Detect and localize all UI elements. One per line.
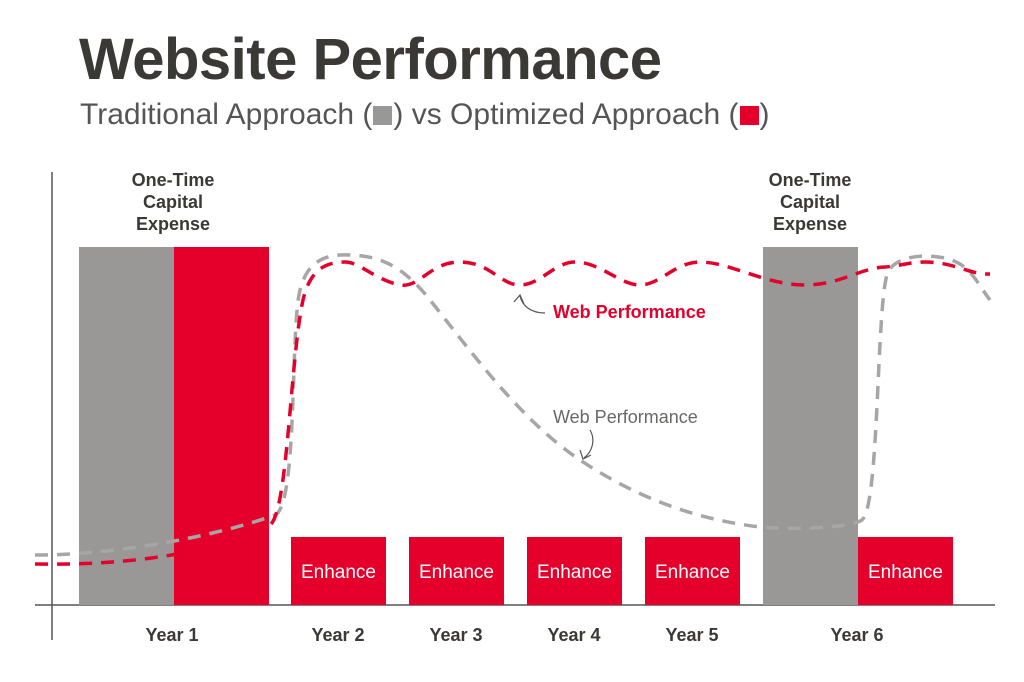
- chart-title: Website Performance: [79, 27, 662, 92]
- traditional-bar-year-6: [763, 247, 858, 605]
- optimized-line-pointer-head: [513, 293, 525, 305]
- optimized-bar-year-1: [174, 247, 269, 605]
- optimized-line-pointer: [519, 295, 546, 314]
- capital-expense-annotation: One-Time: [132, 170, 215, 190]
- enhance-label: Enhance: [868, 562, 943, 583]
- subtitle-part-2: ) vs Optimized Approach (: [393, 98, 739, 131]
- enhance-label: Enhance: [301, 562, 376, 583]
- enhance-label: Enhance: [419, 562, 494, 583]
- capital-expense-annotation: Capital: [780, 192, 840, 212]
- optimized-bar-year-5: [645, 536, 740, 605]
- x-tick-label: Year 1: [145, 625, 198, 645]
- capital-expense-annotation: Expense: [136, 214, 210, 234]
- optimized-bar-year-3: [409, 536, 504, 605]
- x-tick-label: Year 2: [311, 625, 364, 645]
- chart-subtitle: Traditional Approach ( ) vs Optimized App…: [80, 98, 770, 132]
- traditional-performance-line: [34, 253, 992, 557]
- enhance-label: Enhance: [655, 562, 730, 583]
- traditional-line-pointer: [583, 429, 594, 459]
- traditional-legend-swatch: [373, 106, 393, 125]
- x-tick-label: Year 5: [665, 625, 718, 645]
- x-tick-label: Year 6: [830, 625, 883, 645]
- enhance-label: Enhance: [537, 562, 612, 583]
- subtitle-part-3: ): [759, 98, 770, 131]
- traditional-line-label: Web Performance: [553, 407, 698, 427]
- optimized-legend-swatch: [739, 106, 759, 125]
- optimized-line-label: Web Performance: [553, 302, 706, 322]
- subtitle-part-1: Traditional Approach (: [80, 98, 373, 131]
- optimized-bar-year-6: [858, 536, 953, 605]
- optimized-bar-year-2: [291, 536, 386, 605]
- capital-expense-annotation: Expense: [773, 214, 847, 234]
- annotations-layer: One-TimeCapitalExpenseOne-TimeCapitalExp…: [132, 170, 852, 234]
- optimized-bar-year-4: [527, 536, 622, 605]
- x-tick-label: Year 3: [429, 625, 482, 645]
- x-tick-label: Year 4: [547, 625, 600, 645]
- traditional-line-pointer-head: [579, 449, 592, 460]
- bars-layer: Enhance Enhance Enhance Enhance Enhance: [79, 247, 953, 605]
- x-tick-labels: Year 1 Year 2 Year 3 Year 4 Year 5 Year 6: [145, 625, 883, 645]
- capital-expense-annotation: One-Time: [769, 170, 852, 190]
- capital-expense-annotation: Capital: [143, 192, 203, 212]
- traditional-bar-year-1: [79, 247, 174, 605]
